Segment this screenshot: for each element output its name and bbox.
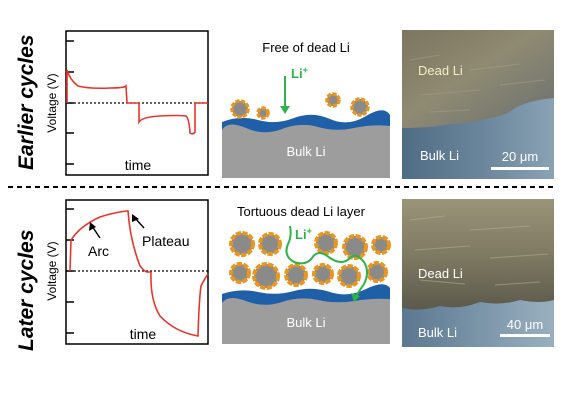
bottom-voltage-plot: Arc Plateau Voltage (V) time (45, 199, 209, 345)
top-plot-xlabel: time (125, 157, 152, 173)
top-dead-li-particles (230, 92, 370, 120)
top-li-arrow-head (280, 106, 290, 114)
row-label-earlier: Earlier cycles (15, 35, 38, 170)
bottom-bulk-li (222, 298, 390, 344)
top-sem-scale-text: 20 μm (502, 149, 538, 164)
bottom-plot-xlabel: time (130, 326, 157, 342)
bottom-voltage-curve (69, 210, 209, 337)
top-li-ion-charge: + (303, 65, 308, 75)
bottom-sem-dead-li-region (402, 199, 554, 310)
top-sem-bulk-label: Bulk Li (420, 148, 459, 163)
bottom-sem-dead-label: Dead Li (418, 266, 463, 281)
bottom-schematic: Tortuous dead Li layer Bulk Li Li+ (222, 204, 391, 344)
top-schematic-caption: Free of dead Li (262, 40, 350, 55)
top-sem-image: Dead Li Bulk Li 20 μm (402, 30, 554, 179)
bottom-li-arrow-head (351, 293, 360, 302)
bottom-li-ion-label: Li+ (295, 226, 312, 242)
top-sem-texture (409, 54, 546, 113)
bottom-bulk-label: Bulk Li (286, 315, 325, 330)
bottom-sei-layer (222, 284, 390, 305)
bottom-sem-scale-text: 40 μm (507, 317, 543, 332)
bottom-sem-bulk-label: Bulk Li (418, 325, 457, 340)
bottom-li-ion-charge: + (307, 226, 312, 236)
bottom-li-ion-symbol: Li (295, 227, 307, 242)
top-sem-scale-bar (491, 167, 549, 170)
top-sei-layer (222, 110, 390, 133)
top-voltage-plot: Voltage (V) time (45, 30, 209, 176)
plateau-pointer-head (132, 214, 139, 222)
bottom-plot-frame (65, 199, 209, 345)
top-sem-dead-label: Dead Li (418, 63, 463, 78)
top-bulk-li (222, 124, 390, 178)
row-label-later: Later cycles (15, 230, 38, 351)
arc-label: Arc (88, 243, 109, 259)
top-schematic: Free of dead Li Bulk Li Li+ (222, 40, 390, 178)
top-li-ion-symbol: Li (291, 66, 303, 81)
bottom-plot-ylabel: Voltage (V) (45, 241, 59, 300)
bottom-li-ion-path (285, 225, 368, 297)
top-sem-dead-li-region (402, 30, 554, 128)
top-voltage-curve (66, 69, 208, 135)
top-bulk-label: Bulk Li (286, 144, 325, 159)
bottom-sem-image: Dead Li Bulk Li 40 μm (402, 199, 554, 347)
top-li-ion-label: Li+ (291, 65, 308, 81)
plateau-label: Plateau (142, 233, 189, 249)
bottom-dead-li-layer (229, 231, 391, 290)
bottom-sem-texture (409, 215, 549, 286)
bottom-sem-scale-bar (500, 334, 550, 337)
bottom-schematic-caption: Tortuous dead Li layer (237, 204, 366, 219)
arc-pointer-head (89, 222, 96, 231)
top-plot-ylabel: Voltage (V) (45, 73, 59, 132)
